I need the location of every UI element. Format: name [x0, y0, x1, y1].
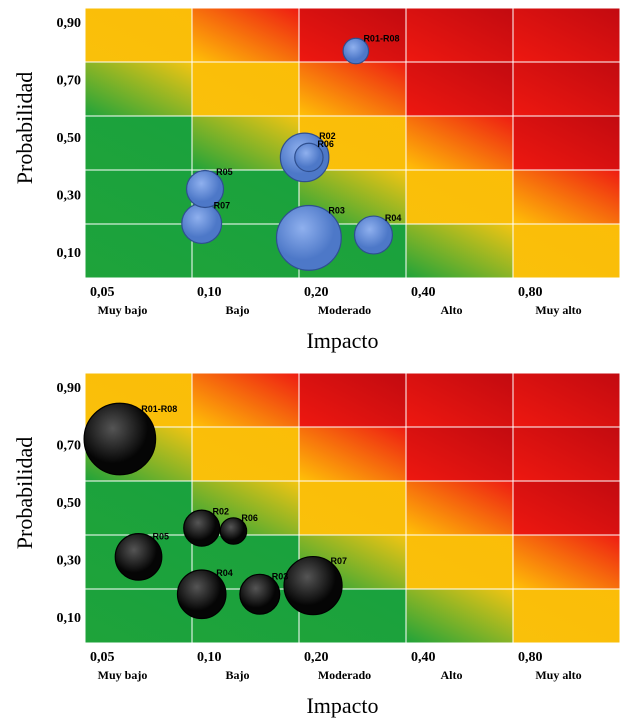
matrix-cell: [84, 223, 193, 279]
matrix-cell: [405, 115, 514, 171]
y-tick-label: 0,30: [57, 189, 82, 204]
chart-svg: 0,10 0,30 0,50 0,70 0,90 0,05 0,10 0,20 0,40 0,80…: [12, 372, 620, 718]
matrix-cell: [405, 372, 514, 428]
matrix-cell: [84, 480, 193, 536]
matrix-cell: [405, 223, 514, 279]
matrix-cell: [512, 426, 620, 482]
x-category-label: Alto: [441, 303, 463, 317]
bubble-label: R03: [272, 571, 289, 581]
y-tick-label: 0,30: [57, 554, 82, 569]
bubble-label: R06: [241, 513, 258, 523]
bubble-label: R03: [328, 206, 345, 216]
matrix-cell: [512, 223, 620, 279]
y-tick-label: 0,10: [57, 611, 82, 626]
chart-svg: 0,10 0,30 0,50 0,70 0,90 0,05 0,10 0,20 0,40 0,80…: [12, 7, 620, 353]
matrix-cell: [512, 115, 620, 171]
risk-matrix-chart-bottom: 0,10 0,30 0,50 0,70 0,90 0,05 0,10 0,20 0,40 0,80…: [0, 365, 620, 725]
bubble-label: R05: [152, 531, 169, 541]
matrix-cell: [84, 61, 193, 117]
y-tick-label: 0,50: [57, 496, 82, 511]
matrix-cell: [512, 588, 620, 644]
x-tick-label: 0,80: [518, 285, 543, 300]
risk-bubble-r06: [294, 142, 324, 173]
x-category-label: Muy bajo: [98, 303, 148, 317]
matrix-cell: [405, 7, 514, 63]
matrix-cell: [84, 169, 193, 225]
matrix-cell: [405, 169, 514, 225]
risk-bubble-r02: [183, 509, 221, 547]
x-tick-label: 0,05: [90, 650, 115, 665]
matrix-cell: [84, 588, 193, 644]
risk-bubble-r03: [275, 204, 342, 271]
x-tick-label: 0,20: [304, 650, 329, 665]
x-tick-label: 0,05: [90, 285, 115, 300]
risk-bubble-r04: [353, 215, 394, 255]
matrix-cell: [405, 534, 514, 590]
x-tick-label: 0,80: [518, 650, 543, 665]
x-axis-label: Impacto: [306, 693, 378, 718]
matrix-cell: [405, 588, 514, 644]
y-tick-label: 0,90: [57, 16, 82, 31]
risk-bubble-r01-r08: [342, 37, 370, 65]
x-tick-label: 0,10: [197, 650, 222, 665]
bubble-label: R02: [213, 507, 230, 517]
risk-bubble-r04: [176, 569, 227, 620]
bubble-label: R01-R08: [363, 33, 399, 43]
x-category-label: Moderado: [318, 668, 371, 682]
matrix-cell: [298, 480, 407, 536]
matrix-cell: [512, 61, 620, 117]
y-tick-label: 0,10: [57, 246, 82, 261]
matrix-cell: [405, 480, 514, 536]
bubble-label: R01-R08: [141, 404, 177, 414]
risk-matrix-chart-top: 0,10 0,30 0,50 0,70 0,90 0,05 0,10 0,20 0,40 0,80…: [0, 0, 620, 360]
matrix-cell: [191, 372, 300, 428]
x-tick-label: 0,10: [197, 285, 222, 300]
matrix-cell: [512, 480, 620, 536]
bubble-label: R06: [317, 139, 334, 149]
y-tick-label: 0,90: [57, 381, 82, 396]
x-category-label: Muy alto: [535, 668, 581, 682]
matrix-cell: [405, 61, 514, 117]
y-axis-label: Probabilidad: [12, 437, 37, 549]
y-tick-label: 0,70: [57, 439, 82, 454]
matrix-cell: [298, 426, 407, 482]
bubble-label: R04: [385, 213, 402, 223]
bubble-label: R04: [216, 568, 233, 578]
x-category-label: Muy bajo: [98, 668, 148, 682]
y-axis-label: Probabilidad: [12, 72, 37, 184]
x-tick-label: 0,20: [304, 285, 329, 300]
matrix-cell: [84, 115, 193, 171]
risk-bubble-r03: [239, 573, 281, 615]
x-category-label: Muy alto: [535, 303, 581, 317]
bubble-label: R07: [330, 556, 347, 566]
y-tick-label: 0,50: [57, 131, 82, 146]
risk-bubble-r07: [283, 555, 343, 616]
matrix-cell: [512, 372, 620, 428]
matrix-cell: [512, 534, 620, 590]
x-tick-label: 0,40: [411, 285, 436, 300]
matrix-cell: [512, 169, 620, 225]
matrix-cell: [191, 7, 300, 63]
matrix-cell: [298, 61, 407, 117]
bubble-label: R05: [216, 167, 233, 177]
x-category-label: Bajo: [226, 668, 250, 682]
matrix-cell: [512, 7, 620, 63]
x-category-label: Bajo: [226, 303, 250, 317]
x-category-label: Alto: [441, 668, 463, 682]
y-tick-label: 0,70: [57, 74, 82, 89]
risk-bubble-r06: [219, 517, 248, 545]
x-category-label: Moderado: [318, 303, 371, 317]
matrix-cell: [298, 372, 407, 428]
matrix-cell: [84, 7, 193, 63]
matrix-cell: [191, 61, 300, 117]
matrix-cell: [405, 426, 514, 482]
risk-bubble-r05: [185, 169, 225, 209]
x-axis-label: Impacto: [306, 328, 378, 353]
risk-bubble-r05: [114, 532, 163, 581]
risk-bubble-r01-r08: [83, 402, 157, 476]
matrix-cell: [191, 426, 300, 482]
bubble-label: R07: [214, 201, 231, 211]
x-tick-label: 0,40: [411, 650, 436, 665]
bubble-label: R02: [319, 131, 336, 141]
